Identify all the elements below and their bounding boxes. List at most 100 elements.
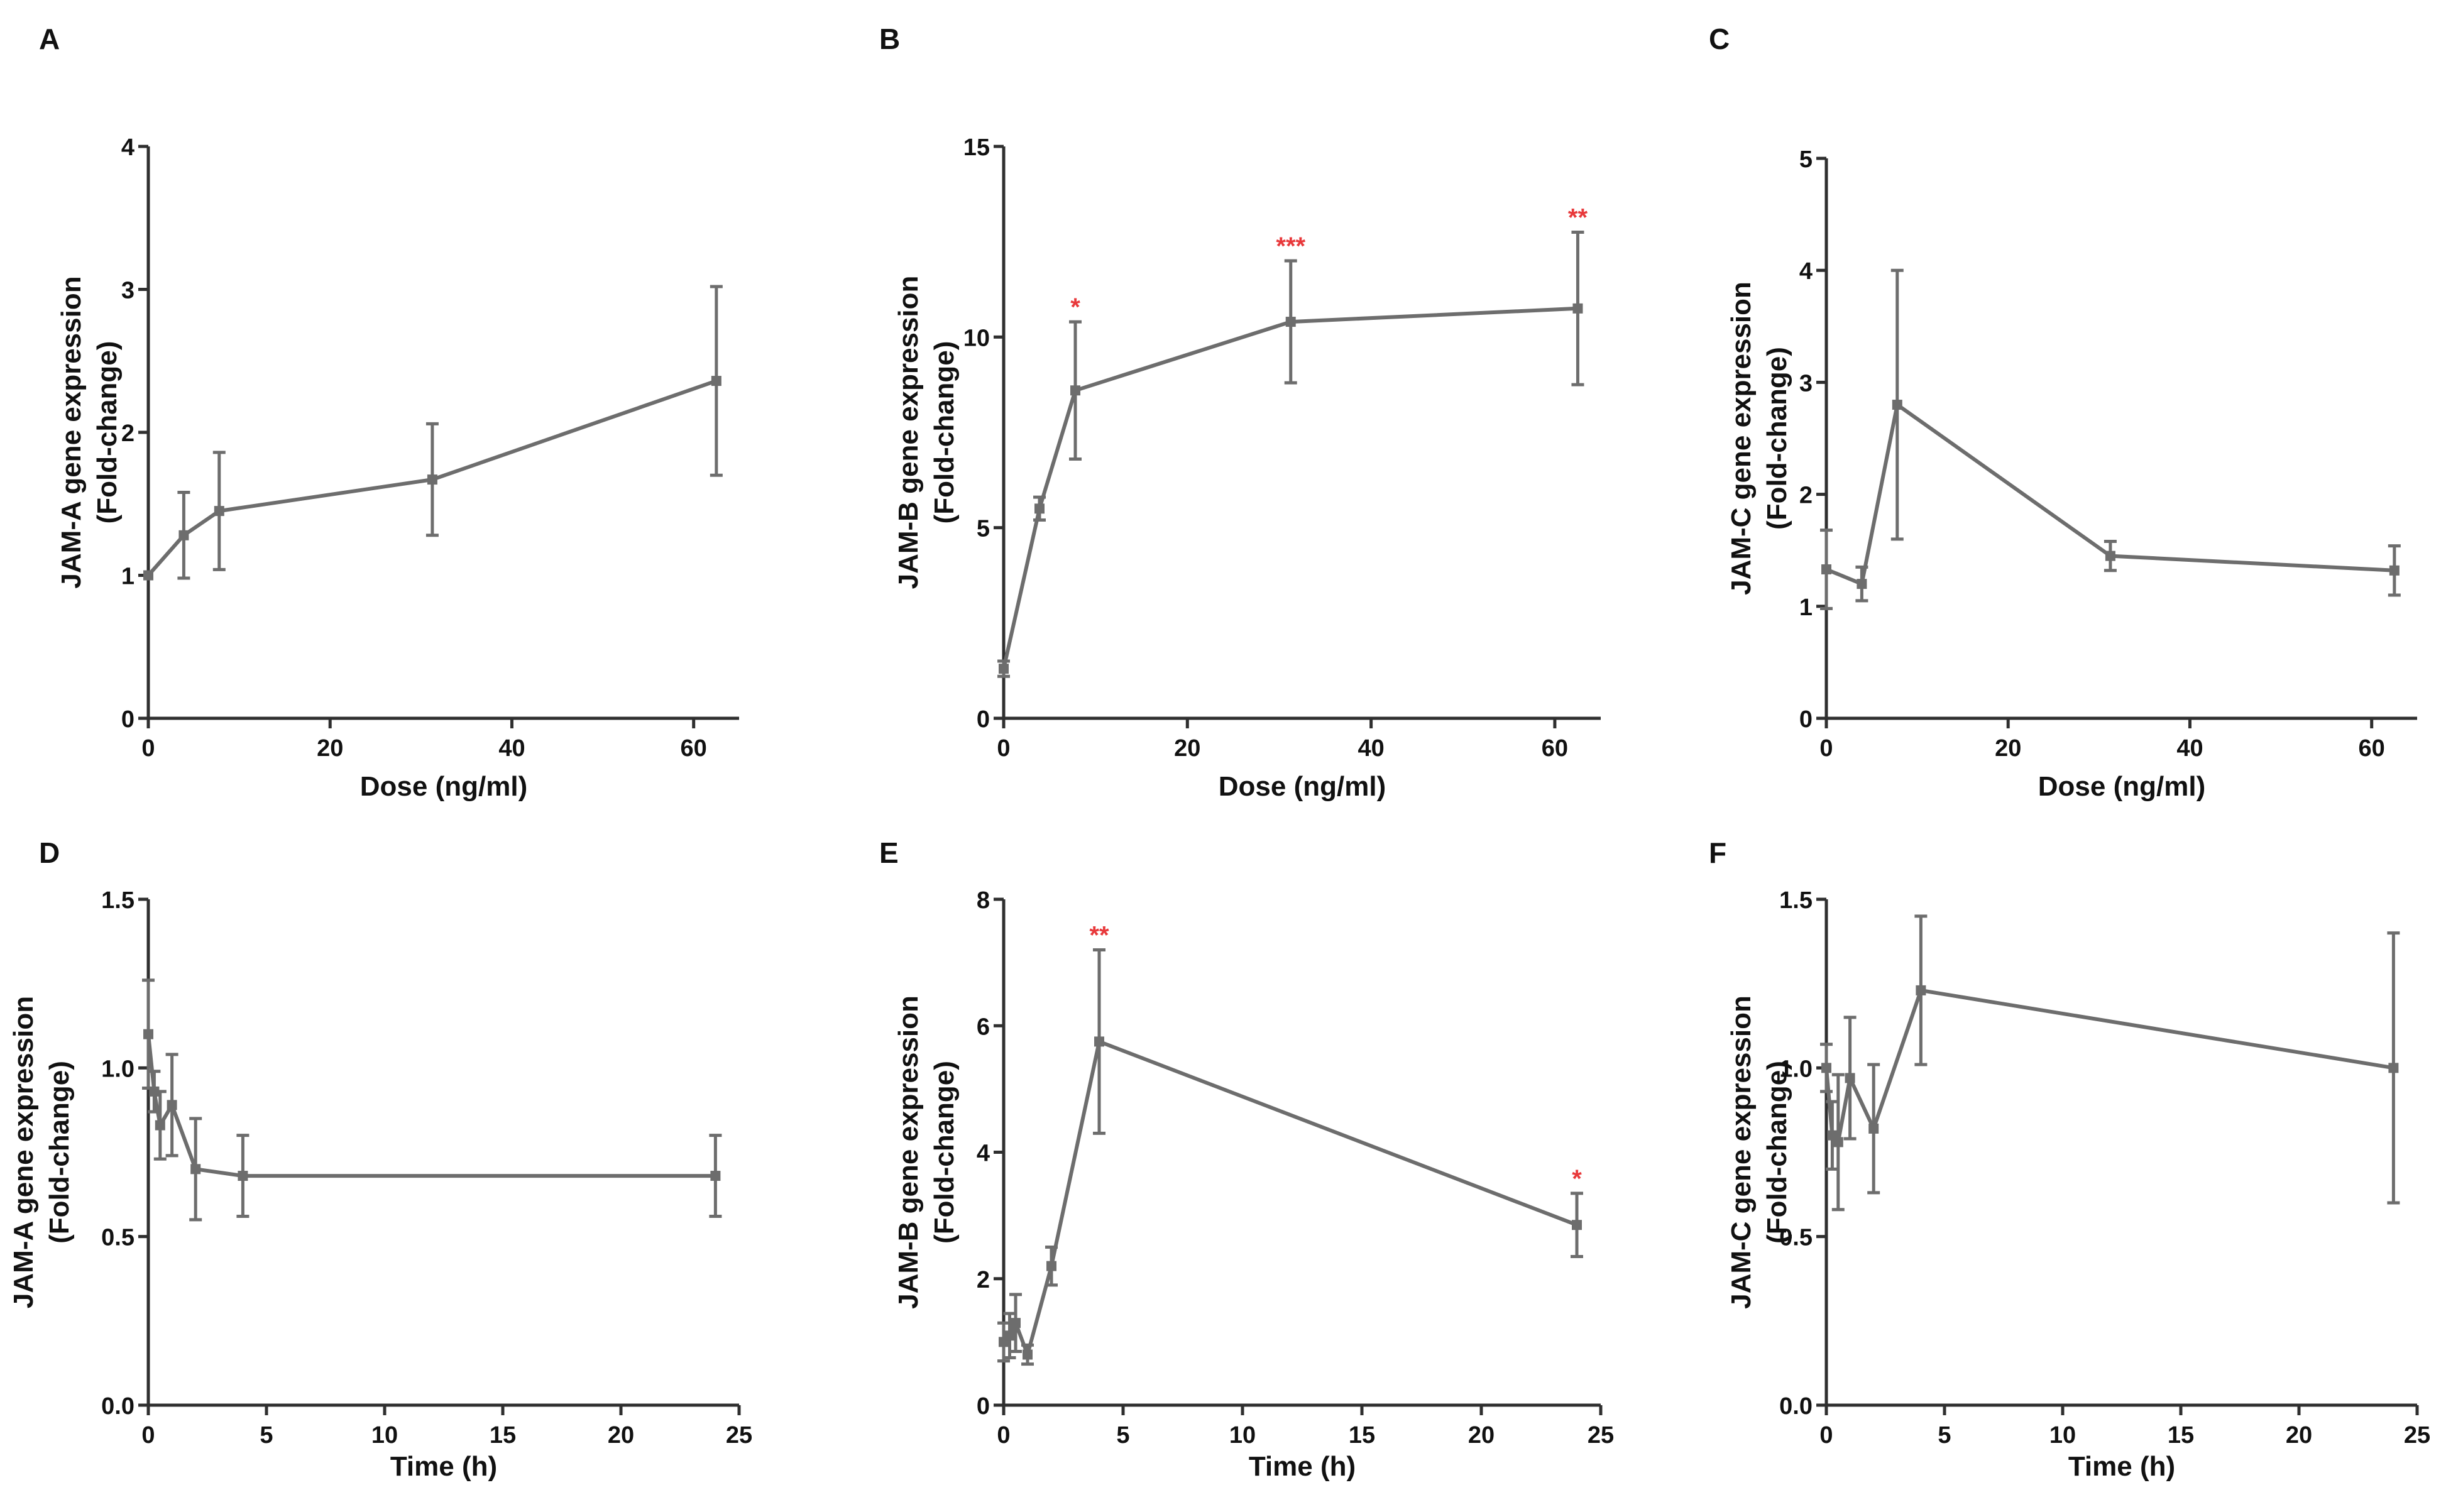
x-tick-label: 20 xyxy=(1468,1422,1495,1449)
y-tick-label: 10 xyxy=(963,325,990,351)
panel-f: F 0.0 0.5 1.0 1.5 0 5 10 15 20 25 Time (h) JAM-C gen… xyxy=(1709,836,2430,1482)
y-tick-label: 1.5 xyxy=(1779,887,1813,914)
data-point xyxy=(1070,385,1080,396)
y-tick-label: 0.0 xyxy=(1779,1393,1813,1420)
panel-label: D xyxy=(39,836,60,869)
y-tick-label: 0.0 xyxy=(101,1393,134,1420)
y-tick-label: 1.0 xyxy=(1779,1056,1813,1082)
y-axis-subtitle: (Fold-change) xyxy=(92,341,123,524)
y-tick-label: 0 xyxy=(1799,706,1813,733)
data-point xyxy=(1868,1123,1879,1134)
y-tick-label: 1 xyxy=(1799,594,1813,621)
x-tick-label: 10 xyxy=(1229,1422,1256,1449)
x-tick-label: 40 xyxy=(498,735,525,762)
data-point xyxy=(1285,317,1296,327)
x-axis-title: Dose (ng/ml) xyxy=(1219,771,1386,802)
x-tick-label: 25 xyxy=(1588,1422,1614,1449)
y-axis-title: JAM-B gene expression xyxy=(893,995,924,1309)
y-tick-label: 0 xyxy=(121,706,134,733)
x-tick-label: 0 xyxy=(141,735,155,762)
x-tick-label: 15 xyxy=(2168,1422,2194,1449)
data-point xyxy=(427,474,437,485)
y-axis-subtitle: (Fold-change) xyxy=(929,1061,960,1244)
y-tick-label: 5 xyxy=(1799,146,1813,173)
x-axis-title: Dose (ng/ml) xyxy=(360,771,527,802)
panel-label: E xyxy=(879,836,899,869)
data-point xyxy=(2105,551,2115,561)
data-point xyxy=(710,1171,721,1181)
y-axis-title: JAM-C gene expression xyxy=(1726,995,1757,1309)
data-point xyxy=(143,1029,153,1039)
y-tick-label: 2 xyxy=(121,420,134,447)
data-point xyxy=(143,570,153,581)
data-point xyxy=(190,1164,201,1175)
data-point xyxy=(711,376,721,386)
significance-marker: * xyxy=(1572,1165,1582,1193)
data-point xyxy=(1845,1073,1855,1083)
data-point xyxy=(155,1120,165,1131)
panel-c: C 0 1 2 3 4 5 0 20 40 60 Dose (ng/ml) JAM-C gene exp… xyxy=(1709,23,2417,802)
y-tick-label: 1.0 xyxy=(101,1056,134,1082)
y-tick-label: 8 xyxy=(977,887,990,914)
x-axis-title: Time (h) xyxy=(2068,1451,2175,1482)
data-point xyxy=(1821,1063,1831,1073)
y-axis-subtitle: (Fold-change) xyxy=(44,1061,75,1244)
y-tick-label: 4 xyxy=(977,1141,990,1167)
x-tick-label: 20 xyxy=(1174,735,1200,762)
data-point xyxy=(1004,1330,1015,1341)
x-tick-label: 0 xyxy=(141,1422,155,1449)
y-tick-label: 2 xyxy=(977,1267,990,1293)
significance-marker: *** xyxy=(1276,233,1305,260)
y-axis-title: JAM-A gene expression xyxy=(8,996,39,1308)
x-tick-label: 60 xyxy=(681,735,707,762)
data-point xyxy=(1572,303,1583,314)
y-axis-title: JAM-A gene expression xyxy=(56,276,87,588)
x-axis-title: Time (h) xyxy=(1249,1451,1356,1482)
x-tick-label: 40 xyxy=(1358,735,1384,762)
y-tick-label: 2 xyxy=(1799,483,1813,509)
y-tick-label: 4 xyxy=(121,134,134,161)
panel-d: D 0.0 0.5 1.0 1.5 0 5 10 15 20 25 Time (h) JAM-A gen… xyxy=(8,836,752,1482)
y-tick-label: 1.5 xyxy=(101,887,134,914)
x-tick-label: 60 xyxy=(2359,735,2385,762)
x-tick-label: 10 xyxy=(371,1422,398,1449)
x-tick-label: 40 xyxy=(2176,735,2203,762)
data-point xyxy=(1857,579,1867,589)
data-point xyxy=(214,506,224,517)
data-point xyxy=(1046,1261,1056,1271)
y-tick-label: 15 xyxy=(963,134,990,161)
significance-marker: * xyxy=(1070,293,1080,321)
y-tick-label: 0.5 xyxy=(101,1225,134,1251)
x-tick-label: 20 xyxy=(608,1422,634,1449)
data-point xyxy=(1833,1137,1843,1148)
x-tick-label: 0 xyxy=(1819,1422,1833,1449)
x-tick-label: 20 xyxy=(317,735,343,762)
y-tick-label: 4 xyxy=(1799,258,1813,285)
data-point xyxy=(999,664,1009,674)
data-point xyxy=(1023,1349,1033,1360)
data-point xyxy=(1094,1036,1104,1047)
x-tick-label: 20 xyxy=(2286,1422,2312,1449)
data-point xyxy=(1892,400,1902,410)
data-point xyxy=(178,530,189,540)
data-point xyxy=(238,1171,248,1181)
y-tick-label: 6 xyxy=(977,1014,990,1040)
y-axis-subtitle: (Fold-change) xyxy=(929,341,960,524)
panel-e: E 0 2 4 6 8 0 5 10 15 20 25 Time (h) JAM-B gene expre… xyxy=(879,836,1614,1482)
x-tick-label: 5 xyxy=(260,1422,273,1449)
data-point xyxy=(1821,564,1831,574)
panel-label: C xyxy=(1709,23,1730,55)
x-tick-label: 20 xyxy=(1995,735,2021,762)
data-point xyxy=(2388,1063,2399,1073)
x-tick-label: 25 xyxy=(726,1422,752,1449)
data-point xyxy=(1916,985,1926,995)
y-axis-title: JAM-B gene expression xyxy=(893,276,924,589)
y-tick-label: 5 xyxy=(977,516,990,542)
data-point xyxy=(167,1100,177,1110)
y-tick-label: 0.5 xyxy=(1779,1225,1813,1251)
x-tick-label: 0 xyxy=(997,735,1010,762)
y-axis-subtitle: (Fold-change) xyxy=(1762,1061,1792,1244)
x-tick-label: 5 xyxy=(1116,1422,1129,1449)
y-tick-label: 1 xyxy=(121,564,134,590)
